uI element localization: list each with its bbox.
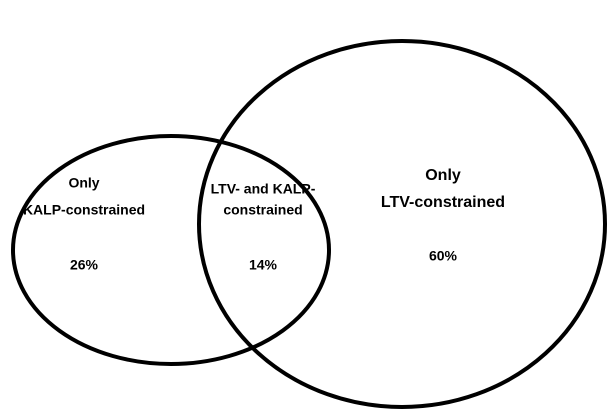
kalp-circle [11, 134, 331, 366]
region-share: 26% [70, 257, 99, 273]
region-label: LTV-constrained [381, 194, 505, 211]
region-share: 60% [429, 248, 458, 264]
ltv-circle [197, 39, 607, 409]
region-label: KALP-constrained [23, 202, 145, 218]
region-label: LTV- and KALP- [211, 181, 316, 197]
region-label: Only [68, 175, 99, 191]
region-share: 14% [249, 257, 278, 273]
region-label: Only [425, 167, 461, 184]
region-label: constrained [223, 202, 302, 218]
